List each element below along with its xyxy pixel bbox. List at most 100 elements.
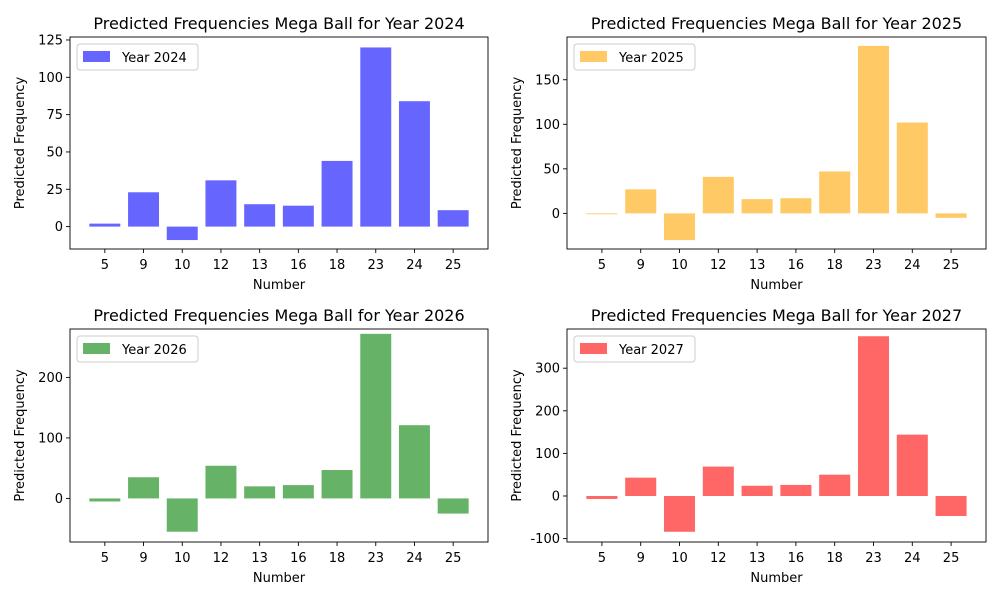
x-tick-label: 24	[904, 258, 921, 273]
x-tick-label: 12	[710, 551, 727, 566]
bar	[702, 466, 734, 496]
y-axis-label: Predicted Frequency	[510, 77, 525, 210]
x-tick-label: 10	[174, 258, 191, 273]
x-tick-label: 23	[367, 551, 384, 566]
y-tick-label: 200	[38, 371, 63, 386]
bar	[128, 477, 160, 499]
legend: Year 2026	[76, 335, 199, 363]
y-tick-label: 50	[46, 145, 63, 160]
legend-label: Year 2024	[121, 51, 187, 66]
plot-frame	[566, 328, 987, 543]
x-tick-label: 24	[406, 258, 423, 273]
y-tick-label: 0	[552, 207, 560, 222]
y-tick-label: 125	[38, 33, 63, 48]
bar	[896, 122, 928, 214]
x-tick-label: 5	[101, 551, 109, 566]
bar	[205, 465, 237, 499]
chart-title: Predicted Frequencies Mega Ball for Year…	[591, 306, 962, 325]
bar	[586, 495, 618, 499]
bar	[244, 204, 276, 227]
bar	[360, 47, 392, 227]
x-tick-label: 9	[637, 258, 645, 273]
x-tick-label: 23	[367, 258, 384, 273]
plot-frame	[69, 328, 489, 543]
x-tick-label: 18	[826, 551, 843, 566]
x-tick-label: 24	[406, 551, 423, 566]
chart-title: Predicted Frequencies Mega Ball for Year…	[591, 14, 962, 33]
bar	[437, 498, 469, 514]
y-tick-label: -100	[530, 532, 560, 547]
legend-label: Year 2027	[618, 343, 684, 358]
x-tick-label: 23	[865, 551, 882, 566]
y-tick-label: 150	[535, 73, 560, 88]
bar	[896, 434, 928, 496]
bar	[702, 176, 734, 214]
x-tick-label: 9	[139, 258, 147, 273]
legend-box	[573, 43, 696, 71]
bar	[857, 45, 890, 214]
x-tick-label: 5	[598, 258, 606, 273]
bar	[205, 180, 237, 227]
bar	[780, 198, 812, 214]
bar	[857, 336, 890, 496]
bar	[360, 333, 392, 499]
bar	[741, 485, 773, 496]
bar	[321, 160, 353, 227]
y-tick-label: 0	[55, 220, 63, 235]
y-tick-label: 25	[46, 183, 63, 198]
bar	[128, 192, 160, 227]
x-tick-label: 16	[290, 258, 307, 273]
legend-swatch	[83, 51, 110, 62]
legend-label: Year 2026	[121, 343, 187, 358]
legend-label: Year 2025	[618, 51, 684, 66]
x-tick-label: 25	[943, 258, 960, 273]
bar	[89, 223, 121, 227]
bar	[437, 210, 469, 227]
y-tick-label: 100	[535, 447, 560, 462]
legend-box	[76, 335, 199, 363]
y-axis-label: Predicted Frequency	[13, 369, 28, 502]
bar	[819, 171, 851, 214]
x-axis-label: Number	[253, 571, 306, 586]
y-tick-label: 75	[46, 108, 63, 123]
y-tick-label: 300	[535, 362, 560, 377]
x-axis-label: Number	[750, 571, 803, 586]
chart-1: 0 25 50 75 100 125 5 9 10 12 13 16 18 23 24 25 Predicted…	[13, 14, 489, 293]
x-tick-label: 18	[329, 551, 346, 566]
x-tick-label: 10	[671, 551, 688, 566]
x-tick-label: 13	[749, 258, 766, 273]
bar	[398, 101, 430, 227]
chart-title: Predicted Frequencies Mega Ball for Year…	[93, 306, 464, 325]
legend: Year 2027	[573, 335, 696, 363]
bar	[89, 498, 121, 502]
bar	[244, 486, 276, 499]
bar	[780, 484, 812, 496]
x-tick-label: 16	[290, 551, 307, 566]
x-tick-label: 25	[943, 551, 960, 566]
x-tick-label: 23	[865, 258, 882, 273]
legend-swatch	[580, 343, 607, 354]
bar	[625, 189, 657, 214]
y-axis-label: Predicted Frequency	[510, 369, 525, 502]
bar	[935, 495, 967, 517]
legend-swatch	[83, 343, 110, 354]
x-tick-label: 13	[251, 551, 268, 566]
y-tick-label: 100	[535, 118, 560, 133]
chart-title: Predicted Frequencies Mega Ball for Year…	[93, 14, 464, 33]
x-tick-label: 5	[101, 258, 109, 273]
legend-box	[573, 335, 696, 363]
bar	[663, 495, 696, 532]
chart-4: -100 0 100 200 300 5 9 10 12 13 16 18 23 24 25 Predicte…	[510, 306, 987, 586]
x-axis-label: Number	[750, 278, 803, 293]
y-tick-label: 100	[38, 71, 63, 86]
bar	[282, 485, 314, 499]
x-axis-label: Number	[253, 278, 306, 293]
bar	[819, 474, 851, 496]
y-tick-label: 0	[55, 492, 63, 507]
legend: Year 2025	[573, 43, 696, 71]
x-tick-label: 16	[788, 551, 805, 566]
x-tick-label: 13	[749, 551, 766, 566]
x-tick-label: 9	[139, 551, 147, 566]
x-tick-label: 16	[788, 258, 805, 273]
